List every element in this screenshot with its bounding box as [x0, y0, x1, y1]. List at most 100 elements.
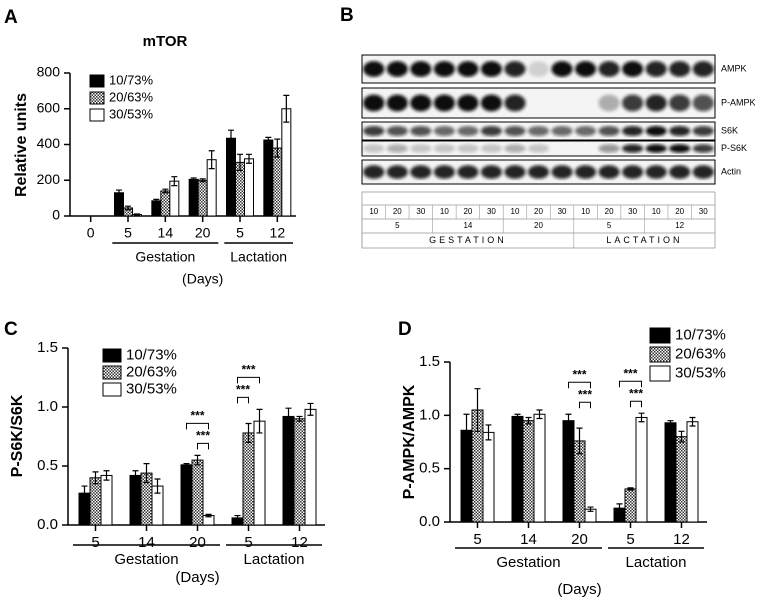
bar [675, 436, 688, 523]
error-bar [154, 478, 161, 494]
lane-dose: 10 [581, 207, 590, 216]
blot-band [504, 61, 526, 77]
significance-bracket [186, 422, 209, 430]
legend-swatch [102, 365, 122, 380]
x-axis-label: (Days) [175, 569, 219, 586]
blot-band [598, 94, 620, 112]
x-tick-label: 5 [91, 534, 99, 551]
bar [304, 408, 317, 526]
day-label: 5 [607, 221, 612, 230]
panel-letter: C [4, 319, 18, 340]
blot-band [574, 61, 597, 77]
blot-band [410, 144, 432, 153]
day-label: 20 [534, 221, 543, 230]
bar [635, 416, 648, 523]
significance-label: *** [190, 409, 204, 423]
x-tick-label: 5 [626, 531, 634, 548]
group-label: Gestation [135, 249, 195, 265]
y-axis-label: Relative units [13, 93, 30, 197]
blot-row-label: AMPK [721, 63, 747, 73]
blot-band [386, 165, 408, 179]
blot-band [410, 125, 432, 137]
error-bar [171, 176, 178, 187]
bar [188, 178, 199, 217]
bar [89, 477, 102, 526]
bar [522, 420, 535, 523]
error-bar [283, 94, 290, 123]
x-axis-label: (Days) [557, 581, 601, 598]
blot-band [410, 94, 432, 112]
blot-band [598, 125, 620, 137]
y-tick-label: 0.0 [37, 516, 58, 533]
blot-band [504, 144, 526, 153]
error-bar [190, 177, 197, 182]
error-bar [134, 213, 140, 216]
group-label: Gestation [114, 551, 178, 568]
significance-label: *** [572, 367, 586, 381]
blot-band [669, 125, 691, 137]
error-bar [296, 415, 303, 422]
x-tick-label: 20 [195, 225, 211, 241]
bar [114, 192, 124, 217]
error-bar [525, 416, 532, 425]
error-bar [576, 427, 583, 455]
x-tick-label: 12 [270, 225, 286, 241]
x-tick-label: 12 [673, 531, 690, 548]
significance-bracket [630, 400, 642, 408]
error-bar [256, 408, 263, 434]
blot-band [669, 165, 691, 179]
error-bar [143, 463, 150, 484]
y-axis-label: P-S6K/S6K [9, 394, 26, 477]
significance-bracket [197, 442, 209, 450]
bar [253, 420, 266, 526]
error-bar [162, 188, 169, 194]
error-bar [125, 205, 131, 211]
blot-band [386, 144, 408, 153]
significance-label: *** [578, 387, 592, 401]
significance-bracket [237, 376, 260, 384]
blot-band [363, 165, 385, 179]
blot-band [622, 165, 644, 179]
bar [281, 108, 292, 217]
blot-band [457, 125, 479, 137]
group-label: Gestation [496, 554, 560, 571]
bar [664, 422, 677, 523]
lane-dose: 20 [393, 207, 402, 216]
bar [511, 415, 524, 523]
bar [160, 190, 171, 217]
blot-band [433, 94, 455, 112]
legend-swatch [89, 74, 105, 88]
blot-band [363, 94, 385, 112]
y-tick-label: 0.5 [419, 460, 440, 477]
phase-label: LACTATION [606, 235, 682, 245]
blot-band [433, 144, 455, 153]
x-tick-label: 20 [189, 534, 206, 551]
chart-title: mTOR [143, 33, 188, 50]
x-tick-label: 5 [473, 531, 481, 548]
blot-band [692, 165, 714, 179]
significance-label: *** [623, 366, 637, 380]
blot-band [363, 144, 385, 153]
significance-bracket [237, 396, 249, 404]
blot-band [622, 61, 644, 77]
legend-label: 10/73% [126, 346, 177, 363]
blot-band [622, 125, 644, 137]
bar [151, 200, 162, 217]
y-tick-label: 0 [52, 207, 60, 223]
blot-band [457, 144, 479, 153]
bar [282, 415, 295, 526]
significance-label: *** [196, 429, 210, 443]
error-bar [514, 413, 521, 420]
lane-dose: 30 [628, 207, 637, 216]
legend-label: 10/73% [675, 326, 726, 343]
legend-label: 30/53% [126, 380, 177, 397]
lane-dose: 10 [440, 207, 449, 216]
blot-band [433, 125, 455, 137]
blot-band [504, 125, 526, 137]
error-bar [667, 420, 674, 426]
legend-swatch [649, 365, 671, 382]
blot-band [669, 144, 691, 153]
error-bar [208, 150, 215, 170]
blot-band [410, 61, 432, 77]
significance-bracket [579, 401, 591, 409]
